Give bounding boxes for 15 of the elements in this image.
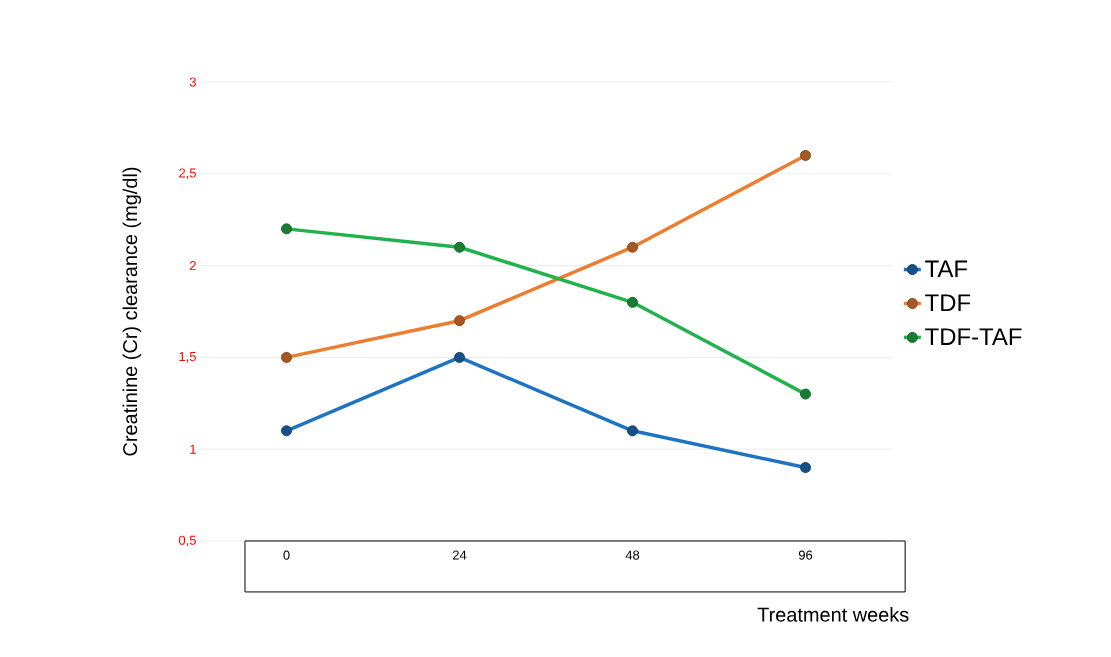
y-tick-label: 0,5 — [178, 535, 196, 547]
x-tick-label: 48 — [625, 550, 640, 560]
y-tick-label: 1,5 — [179, 352, 196, 363]
y-axis-title: Creatinine (Cr) clearance (mg/dl) — [122, 167, 142, 456]
x-tick-label: 0 — [283, 550, 290, 560]
y-tick-label: 2,5 — [179, 168, 196, 180]
y-tick-label: 2 — [189, 261, 196, 271]
legend-label: TDF-TAF — [925, 328, 1022, 345]
legend-label: TDF — [925, 294, 971, 311]
x-tick-label: 96 — [798, 550, 813, 560]
legend-label: TAF — [925, 260, 968, 278]
x-axis-title: Treatment weeks — [757, 607, 909, 622]
y-tick-label: 1 — [190, 444, 196, 454]
y-tick-label: 3 — [189, 77, 196, 87]
x-tick-label: 24 — [452, 550, 467, 560]
